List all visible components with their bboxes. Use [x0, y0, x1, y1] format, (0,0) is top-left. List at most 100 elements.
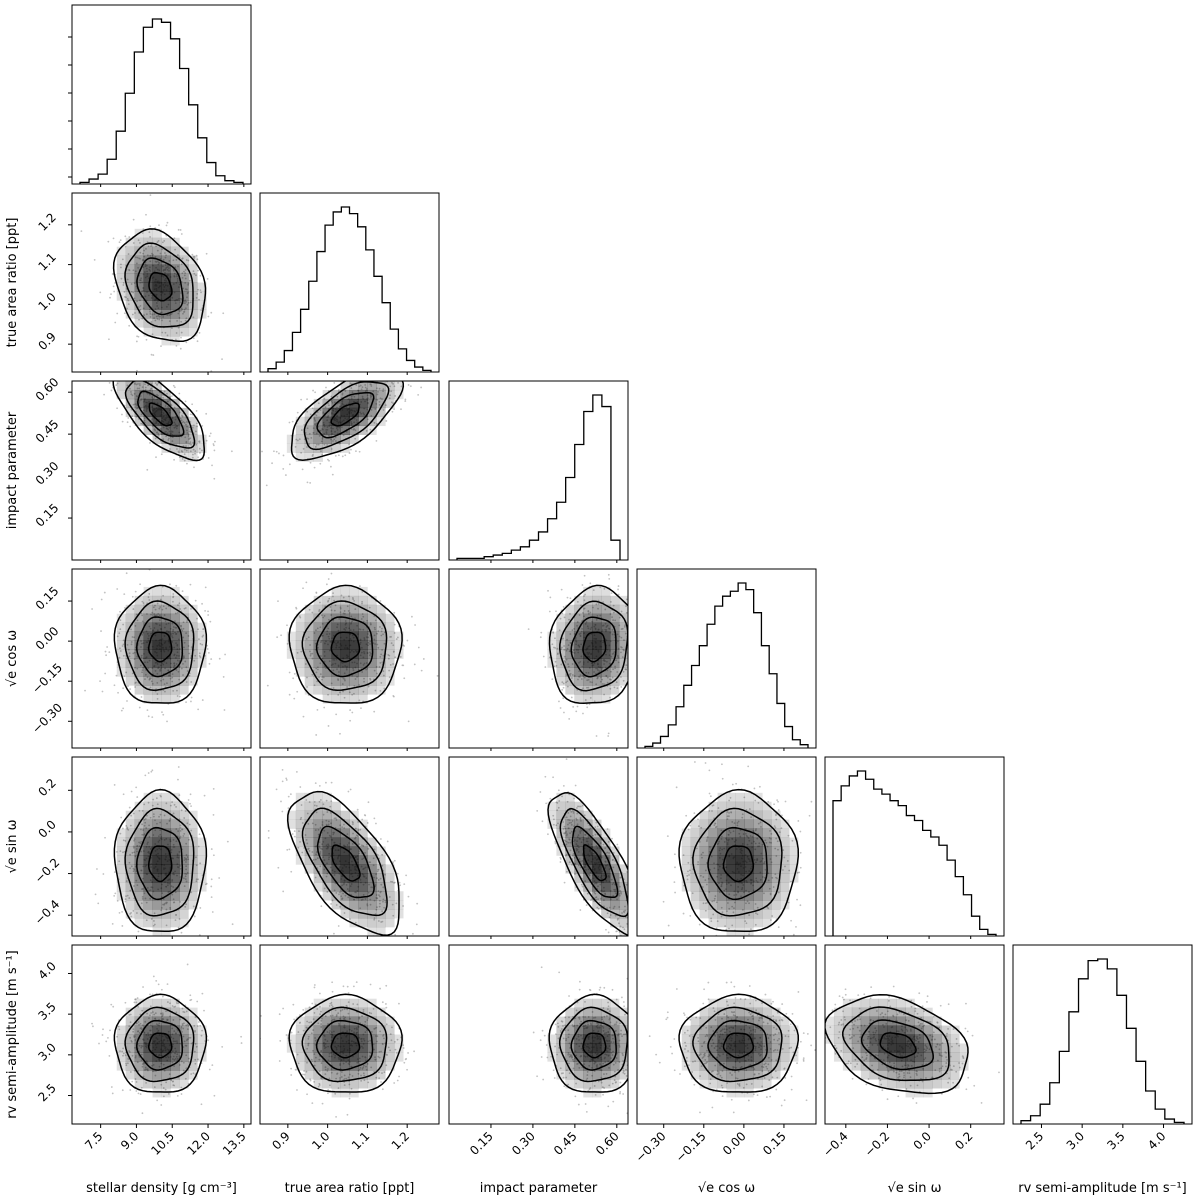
- panel-rho-esw: [71, 756, 252, 937]
- ytick-label: 0.30: [33, 459, 62, 488]
- histogram-step-line: [644, 582, 809, 748]
- panel-ar-K: [259, 944, 440, 1125]
- panel-frame: [636, 756, 817, 937]
- yaxis-label-ar: true area ratio [ppt]: [5, 218, 20, 348]
- contour-line: [330, 1032, 361, 1059]
- ytick-label: 2.5: [35, 1081, 58, 1104]
- ytick-label: 3.5: [35, 1000, 58, 1023]
- contour-line: [860, 1019, 934, 1071]
- histogram-b: [448, 380, 629, 561]
- panel-frame: [448, 380, 629, 561]
- contour-line: [330, 631, 361, 663]
- ytick-label: 1.0: [35, 290, 58, 313]
- xtick-label: 3.0: [1064, 1129, 1087, 1152]
- contour-line: [558, 1006, 628, 1083]
- contour-line: [315, 1019, 374, 1071]
- xaxis-label-b: impact parameter: [480, 1181, 598, 1196]
- panel-frame: [71, 4, 252, 185]
- xtick-label: 0.15: [760, 1129, 789, 1158]
- contour-line: [136, 257, 184, 316]
- contour-line: [112, 381, 206, 462]
- panel-frame: [824, 756, 1005, 937]
- panel-rho-b: [71, 380, 252, 561]
- contour-line: [570, 616, 617, 678]
- histogram-ecw: [636, 568, 817, 749]
- contour-line: [692, 807, 783, 917]
- panel-ecw-K: [636, 944, 817, 1125]
- yaxis-label-K: rv semi-amplitude [m s⁻¹]: [5, 950, 20, 1119]
- panel-b-ecw: [448, 568, 629, 749]
- ytick-label: 0.45: [33, 417, 62, 446]
- contour-line: [147, 1032, 173, 1059]
- histogram-step-line: [832, 770, 997, 936]
- panel-frame: [71, 192, 252, 373]
- contour-line: [301, 600, 388, 692]
- xtick-label: −0.4: [820, 1129, 851, 1160]
- panel-frame: [259, 944, 440, 1125]
- contour-line: [722, 1032, 755, 1059]
- xtick-label: 0.0: [911, 1129, 934, 1152]
- contour-line: [722, 845, 755, 883]
- yaxis-label-b: impact parameter: [5, 411, 20, 529]
- contour-line: [148, 271, 173, 302]
- ytick-label: 1.1: [35, 250, 58, 273]
- histogram-step-line: [79, 18, 244, 184]
- contour-line: [136, 616, 184, 678]
- xaxis-label-ecw: √e cos ω: [698, 1181, 755, 1196]
- panel-frame: [259, 568, 440, 749]
- panel-ar-b: [259, 380, 440, 561]
- contour-line: [547, 792, 628, 936]
- ytick-label: 4.0: [35, 959, 58, 982]
- contour-line: [707, 1019, 768, 1071]
- corner-cells: [68, 4, 1193, 1125]
- panel-frame: [71, 568, 252, 749]
- ytick-label: 0.15: [33, 584, 62, 613]
- contour-line: [148, 402, 173, 427]
- xtick-label: 4.0: [1145, 1129, 1168, 1152]
- xtick-label: 1.1: [349, 1129, 372, 1152]
- histogram-ar: [259, 192, 440, 373]
- ytick-label: 0.9: [35, 330, 58, 353]
- panel-frame: [636, 944, 817, 1125]
- contour-line: [124, 600, 195, 692]
- histogram-step-line: [456, 394, 621, 560]
- contour-line: [124, 807, 195, 917]
- contour-line: [707, 826, 768, 901]
- histogram-K: [1012, 944, 1193, 1125]
- xtick-label: 9.0: [118, 1129, 141, 1152]
- panel-frame: [71, 756, 252, 937]
- xtick-label: 7.5: [82, 1129, 105, 1152]
- panel-rho-ar: [71, 192, 252, 373]
- contour-line: [331, 844, 361, 882]
- contour-line: [112, 228, 207, 343]
- xtick-label: −0.2: [862, 1129, 893, 1160]
- ytick-label: −0.4: [32, 897, 63, 928]
- panel-ar-ecw: [259, 568, 440, 749]
- ytick-label: −0.15: [29, 660, 65, 696]
- panel-frame: [824, 944, 1005, 1125]
- ytick-label: −0.2: [32, 855, 63, 886]
- ytick-label: 0.60: [33, 375, 62, 404]
- contour-line: [582, 631, 607, 663]
- contour-line: [559, 807, 628, 918]
- xtick-label: 0.15: [467, 1129, 496, 1158]
- xtick-label: 0.9: [269, 1129, 292, 1152]
- contour-line: [678, 788, 800, 932]
- xtick-label: 0.00: [720, 1129, 749, 1158]
- xtick-label: 0.45: [551, 1129, 580, 1158]
- contour-line: [288, 993, 403, 1093]
- xtick-label: 1.2: [389, 1129, 412, 1152]
- contour-line: [548, 584, 628, 704]
- contour-line: [113, 993, 208, 1093]
- contour-line: [582, 1032, 607, 1059]
- xtick-label: 0.60: [593, 1129, 622, 1158]
- contour-line: [548, 993, 628, 1093]
- xaxis-label-rho: stellar density [g cm⁻³]: [86, 1181, 237, 1196]
- panel-esw-K: [824, 944, 1005, 1125]
- ytick-label: 3.0: [35, 1040, 58, 1063]
- xtick-label: 3.5: [1104, 1129, 1127, 1152]
- panel-ecw-esw: [636, 756, 817, 937]
- contour-line: [147, 845, 173, 883]
- xaxis-label-K: rv semi-amplitude [m s⁻¹]: [1018, 1181, 1187, 1196]
- contour-line: [147, 631, 173, 663]
